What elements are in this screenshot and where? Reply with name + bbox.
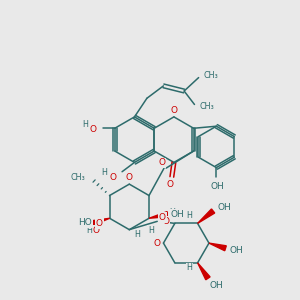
Text: H: H — [148, 226, 154, 235]
Text: O: O — [166, 180, 173, 189]
Text: CH₃: CH₃ — [70, 173, 85, 182]
Text: O: O — [96, 219, 103, 228]
Text: O: O — [158, 158, 166, 167]
Text: O: O — [89, 125, 97, 134]
Text: CH₃: CH₃ — [204, 71, 218, 80]
Text: O: O — [93, 226, 100, 235]
Text: OH: OH — [217, 203, 231, 212]
Text: O: O — [109, 173, 116, 182]
Text: CH₃: CH₃ — [200, 102, 214, 111]
Text: O: O — [162, 217, 169, 226]
Text: H: H — [86, 226, 92, 235]
Text: H: H — [186, 263, 192, 272]
Text: HO: HO — [78, 218, 92, 227]
Text: O: O — [126, 173, 133, 182]
Polygon shape — [90, 218, 110, 226]
Text: OH: OH — [230, 246, 243, 255]
Text: H: H — [82, 120, 88, 129]
Text: O: O — [159, 213, 166, 222]
Text: H: H — [169, 208, 175, 217]
Text: H: H — [186, 211, 192, 220]
Text: O: O — [154, 238, 161, 247]
Text: OH: OH — [210, 281, 224, 290]
Text: OH: OH — [171, 210, 184, 219]
Polygon shape — [198, 263, 210, 280]
Text: OH: OH — [211, 182, 224, 191]
Polygon shape — [198, 209, 215, 224]
Polygon shape — [149, 212, 168, 218]
Text: H: H — [82, 220, 88, 229]
Text: H: H — [135, 230, 140, 239]
Text: O: O — [170, 106, 177, 115]
Text: H: H — [101, 168, 107, 177]
Polygon shape — [209, 243, 226, 251]
